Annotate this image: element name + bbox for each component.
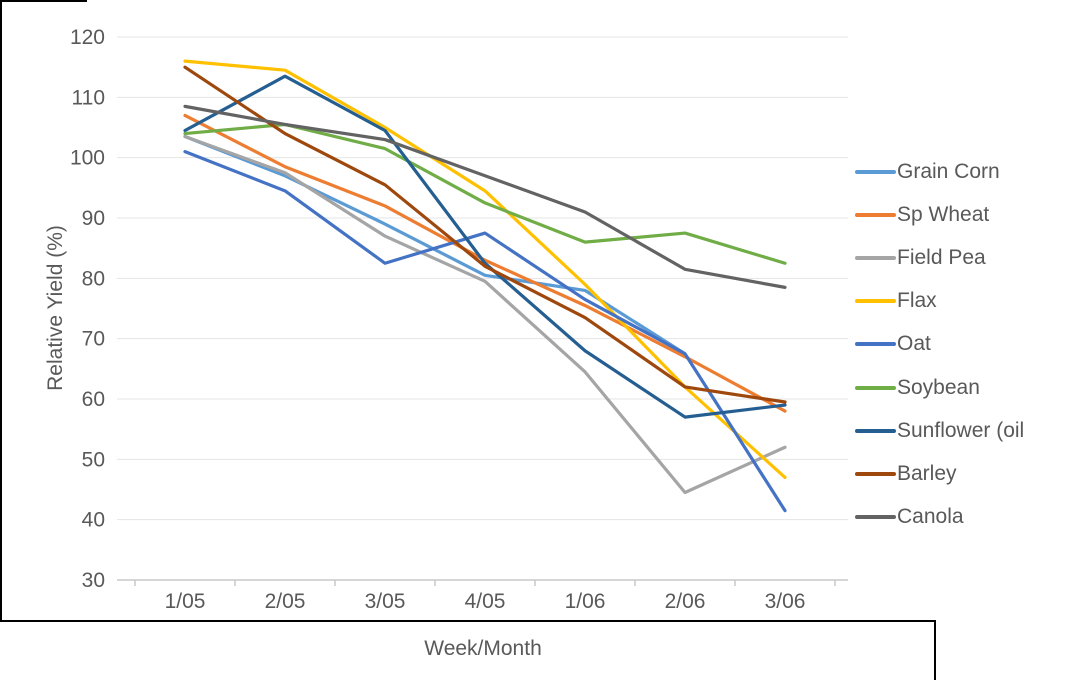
x-tick-label: 1/06 [565, 590, 606, 613]
legend-item-sunflower-oil: Sunflower (oil [855, 409, 1024, 452]
y-tick-label: 100 [70, 147, 105, 170]
y-tick-label: 40 [82, 509, 105, 532]
series-line-grain-corn [183, 134, 687, 356]
y-axis-title: Relative Yield (%) [44, 225, 67, 391]
x-tick-label: 4/05 [465, 590, 506, 613]
sp-wheat-legend-line [855, 212, 896, 217]
legend-label: Soybean [897, 375, 980, 399]
x-tick-label: 1/05 [165, 590, 206, 613]
legend-item-grain-corn: Grain Corn [855, 150, 1024, 193]
x-tick-label: 2/06 [665, 590, 706, 613]
legend-item-barley: Barley [855, 452, 1024, 495]
canola-legend-line [855, 515, 896, 520]
legend-label: Canola [897, 505, 964, 529]
x-tick-label: 2/05 [265, 590, 306, 613]
flax-legend-line [855, 299, 896, 304]
legend-label: Sp Wheat [897, 202, 990, 226]
oat-legend-line [855, 342, 896, 347]
y-tick-label: 70 [82, 328, 105, 351]
legend-item-oat: Oat [855, 323, 1024, 366]
legend: Grain Corn Sp Wheat Field Pea Flax Oat Soybea… [855, 150, 1024, 539]
field-pea-legend-line [855, 255, 896, 260]
y-tick-label: 110 [72, 86, 105, 109]
grain-corn-legend-line [855, 169, 896, 174]
legend-item-field-pea: Field Pea [855, 236, 1024, 279]
series-line-soybean [183, 122, 787, 265]
series-line-canola [183, 104, 787, 289]
series-line-sp-wheat [183, 113, 787, 413]
legend-item-flax: Flax [855, 280, 1024, 323]
series-line-sunflower-oil [183, 74, 787, 419]
legend-label: Oat [897, 332, 931, 356]
series-line-oat [183, 150, 787, 513]
y-tick-label: 60 [82, 388, 105, 411]
legend-label: Barley [897, 461, 957, 485]
barley-legend-line [855, 471, 896, 476]
legend-label: Grain Corn [897, 159, 1000, 183]
image-border-top [0, 0, 87, 2]
legend-label: Flax [897, 289, 937, 313]
series-line-field-pea [183, 134, 787, 495]
legend-item-sp-wheat: Sp Wheat [855, 193, 1024, 236]
image-border-stub [934, 620, 936, 680]
x-axis-title: Week/Month [424, 637, 542, 660]
sunflower-oil-legend-line [855, 428, 896, 433]
legend-item-soybean: Soybean [855, 366, 1024, 409]
x-tick-label: 3/06 [765, 590, 806, 613]
y-tick-label: 50 [82, 448, 105, 471]
image-border-left [0, 0, 2, 622]
series-line-barley [183, 65, 787, 404]
legend-item-canola: Canola [855, 496, 1024, 539]
soybean-legend-line [855, 385, 896, 390]
legend-label: Sunflower (oil [897, 418, 1025, 442]
y-tick-label: 80 [82, 267, 105, 290]
x-tick-label: 3/05 [365, 590, 406, 613]
y-tick-label: 90 [82, 207, 105, 230]
y-tick-label: 30 [82, 569, 105, 592]
image-border-bottom [0, 620, 936, 622]
legend-label: Field Pea [897, 245, 986, 269]
y-tick-label: 120 [70, 26, 105, 49]
